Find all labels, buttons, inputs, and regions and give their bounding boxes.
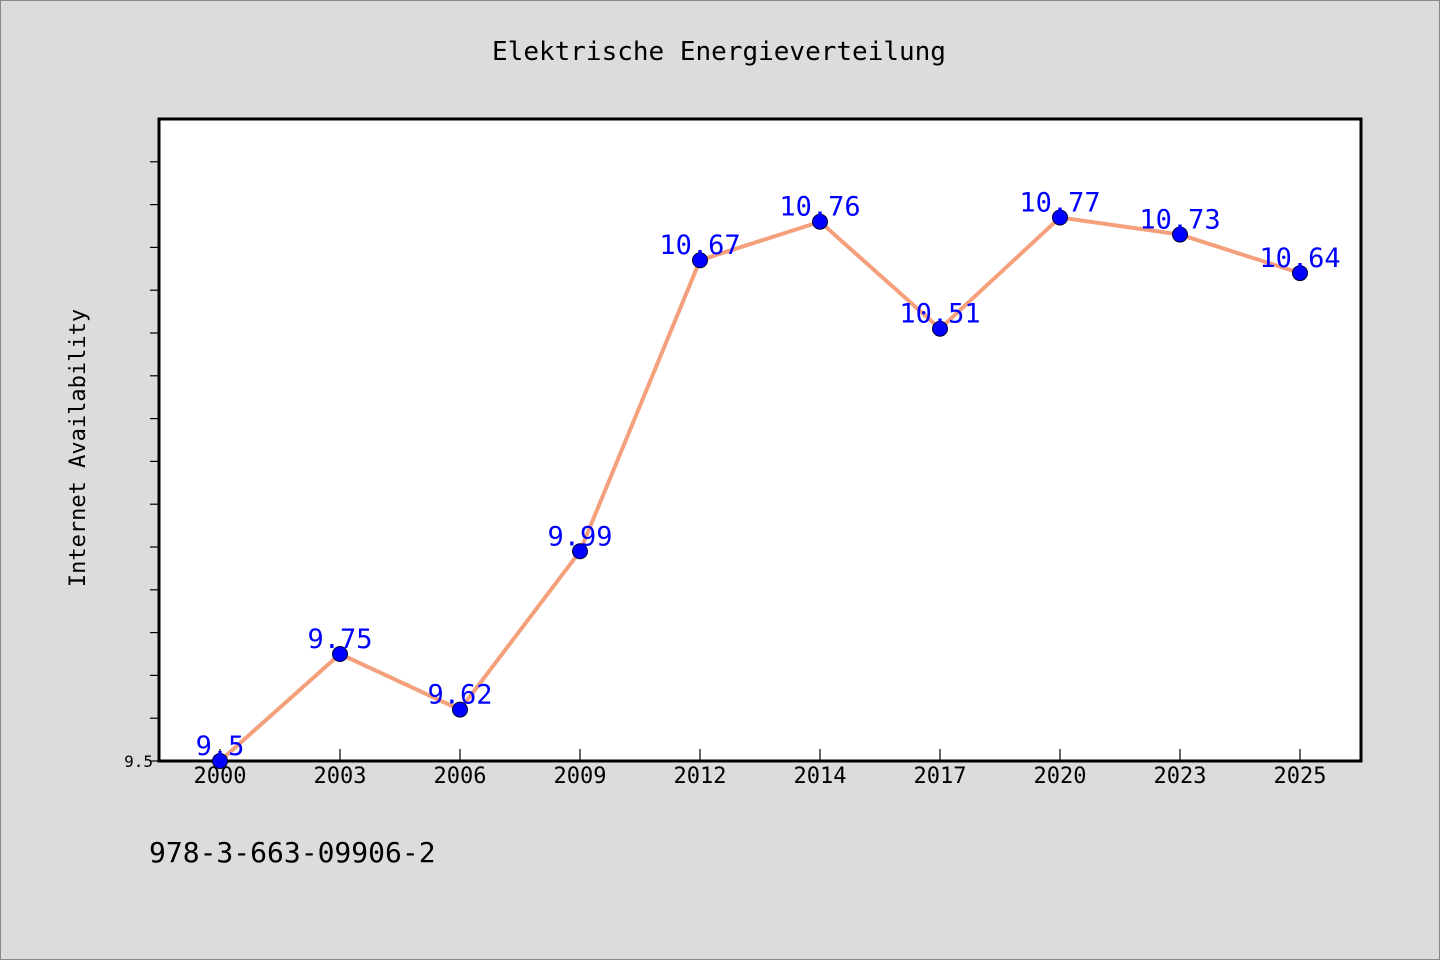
data-label: 10.73 [1139,205,1220,236]
data-point [692,252,708,269]
x-tick-label: 2009 [554,764,607,789]
data-label: 10.67 [659,230,740,261]
data-point [1052,209,1068,226]
data-label: 10.64 [1259,243,1340,274]
data-label: 9.62 [427,680,492,711]
data-point [452,701,468,718]
data-point [572,543,588,560]
x-tick-label: 2017 [914,764,967,789]
y-axis-ticks: 9.5 [124,161,159,771]
x-tick-label: 2003 [314,764,367,789]
x-tick-label: 2025 [1274,764,1327,789]
data-label: 9.99 [547,521,612,552]
data-label: 10.76 [779,192,860,223]
x-tick-label: 2023 [1154,764,1207,789]
data-point [812,213,828,230]
data-point [1292,265,1308,282]
data-point [1172,226,1188,243]
y-axis-label: Internet Availability [66,309,91,587]
plot-area [157,117,1363,763]
data-point [212,753,228,769]
chart-title: Elektrische Energieverteilung [492,37,946,67]
series-line [218,215,1301,763]
footnote-isbn: 978-3-663-09906-2 [149,836,436,869]
series-group: 9.5 9.75 9.62 9.99 10.67 10.76 10.51 10.77 10.73… [196,187,1341,769]
x-tick-label: 2014 [794,764,847,789]
data-label: 9.75 [307,624,372,655]
x-tick-label: 2012 [674,764,727,789]
data-point [932,320,948,337]
x-axis-ticks: 2000 2003 2006 2009 2012 2014 2017 2020 2023 2025 [194,749,1327,789]
x-tick-label: 2006 [434,764,487,789]
x-tick-label: 2020 [1034,764,1087,789]
data-label: 10.77 [1019,187,1100,218]
data-point [332,646,348,662]
data-label: 10.51 [899,299,980,330]
data-label: 9.5 [196,731,245,762]
y-tick-label: 9.5 [124,752,153,771]
